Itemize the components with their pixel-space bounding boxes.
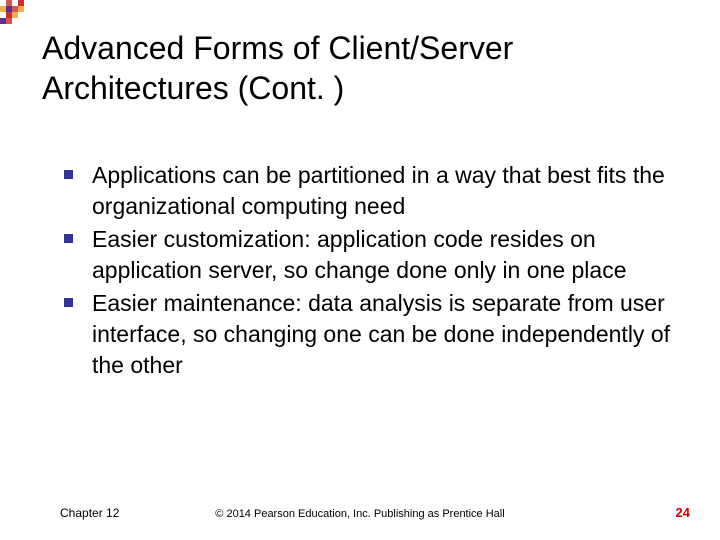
bullet-item: Applications can be partitioned in a way… xyxy=(60,160,680,222)
copyright-text: © 2014 Pearson Education, Inc. Publishin… xyxy=(0,508,720,520)
bullet-item: Easier customization: application code r… xyxy=(60,224,680,286)
logo-graphic xyxy=(0,0,36,36)
bullet-item: Easier maintenance: data analysis is sep… xyxy=(60,288,680,381)
slide-title: Advanced Forms of Client/Server Architec… xyxy=(42,28,690,108)
bullet-list: Applications can be partitioned in a way… xyxy=(60,160,680,383)
page-number: 24 xyxy=(676,505,690,520)
slide-footer: Chapter 12 © 2014 Pearson Education, Inc… xyxy=(0,500,720,520)
